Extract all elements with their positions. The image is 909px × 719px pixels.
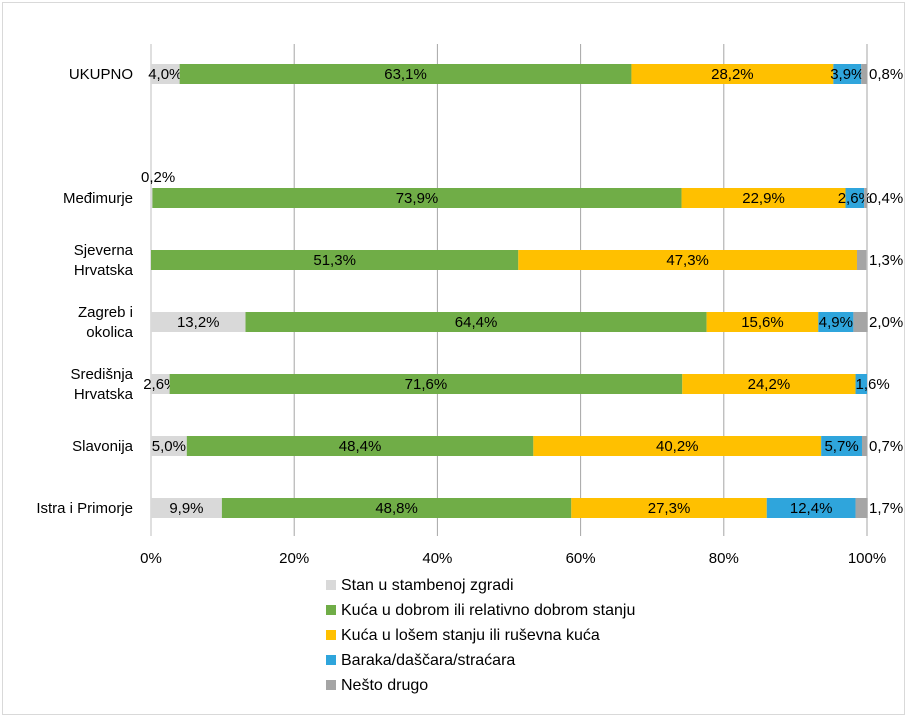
- data-label: 24,2%: [748, 376, 791, 393]
- data-label: 1,7%: [869, 500, 903, 517]
- data-label: 47,3%: [666, 252, 709, 269]
- category-label: Slavonija: [72, 438, 134, 455]
- category-label: Središnja: [70, 366, 133, 383]
- data-label: 13,2%: [177, 314, 220, 331]
- data-label: 4,0%: [148, 66, 182, 83]
- data-label: 5,7%: [824, 438, 858, 455]
- legend-label: Baraka/daščara/straćara: [341, 652, 515, 669]
- data-label: 27,3%: [648, 500, 691, 517]
- bar-segment: [151, 64, 180, 84]
- data-label: 2,0%: [869, 314, 903, 331]
- bar-segment: [845, 188, 865, 208]
- data-label: 64,4%: [455, 314, 498, 331]
- legend-swatch: [326, 580, 336, 590]
- bar-segment: [682, 374, 856, 394]
- legend-label: Stan u stambenoj zgradi: [341, 577, 514, 594]
- bar-segment: [861, 64, 867, 84]
- bar-segment: [681, 188, 846, 208]
- category-label: Hrvatska: [74, 386, 134, 403]
- bar-segment: [861, 436, 867, 456]
- data-label: 48,4%: [339, 438, 382, 455]
- data-label: 1,6%: [856, 376, 890, 393]
- data-label: 48,8%: [375, 500, 418, 517]
- bar-segment: [151, 498, 222, 518]
- bar-segment: [631, 64, 834, 84]
- data-label: 63,1%: [384, 66, 427, 83]
- x-tick-label: 60%: [566, 550, 596, 567]
- data-label: 28,2%: [711, 66, 754, 83]
- bar-segment: [151, 436, 187, 456]
- bar-segment: [706, 312, 819, 332]
- data-label: 0,8%: [869, 66, 903, 83]
- bar-segment: [533, 436, 822, 456]
- bar-segment: [855, 498, 868, 518]
- x-tick-label: 20%: [279, 550, 309, 567]
- bar-segment: [518, 250, 857, 270]
- data-label: 15,6%: [741, 314, 784, 331]
- bar-segment: [856, 250, 867, 270]
- category-label: Zagreb i: [78, 304, 133, 321]
- legend-swatch: [326, 655, 336, 665]
- category-label: Sjeverna: [74, 242, 134, 259]
- legend-swatch: [326, 680, 336, 690]
- bar-segment: [151, 250, 519, 270]
- data-label: 5,0%: [152, 438, 186, 455]
- legend-swatch: [326, 630, 336, 640]
- data-label: 9,9%: [169, 500, 203, 517]
- bar-segment: [766, 498, 856, 518]
- bar-segment: [821, 436, 862, 456]
- bar-segment: [151, 374, 170, 394]
- data-label: 0,7%: [869, 438, 903, 455]
- data-label: 0,4%: [869, 190, 903, 207]
- category-label: Međimurje: [63, 190, 133, 207]
- x-tick-label: 40%: [422, 550, 452, 567]
- x-tick-label: 0%: [140, 550, 162, 567]
- bar-segment: [151, 312, 246, 332]
- bar-segment: [864, 188, 867, 208]
- bar-segment: [245, 312, 707, 332]
- bar-segment: [855, 374, 867, 394]
- bar-segment: [818, 312, 854, 332]
- category-label: Istra i Primorje: [36, 500, 133, 517]
- bar-segment: [833, 64, 862, 84]
- category-label: UKUPNO: [69, 66, 133, 83]
- bar-segment: [151, 188, 153, 208]
- data-label: 2,6%: [838, 190, 872, 207]
- x-tick-label: 100%: [848, 550, 886, 567]
- legend-label: Kuća u dobrom ili relativno dobrom stanj…: [341, 602, 635, 619]
- legend-label: Nešto drugo: [341, 677, 428, 694]
- bar-segment: [169, 374, 683, 394]
- data-label: 73,9%: [396, 190, 439, 207]
- data-label: 4,9%: [819, 314, 853, 331]
- bar-segment: [853, 312, 868, 332]
- bar-segment: [571, 498, 767, 518]
- bar-segment: [152, 188, 682, 208]
- category-label: Hrvatska: [74, 262, 134, 279]
- data-label: 2,6%: [143, 376, 177, 393]
- bar-segment: [221, 498, 572, 518]
- data-label: 51,3%: [313, 252, 356, 269]
- data-label: 0,2%: [141, 169, 175, 186]
- data-label: 71,6%: [405, 376, 448, 393]
- data-label: 3,9%: [830, 66, 864, 83]
- data-label: 40,2%: [656, 438, 699, 455]
- legend-swatch: [326, 605, 336, 615]
- data-label: 1,3%: [869, 252, 903, 269]
- data-label: 22,9%: [742, 190, 785, 207]
- data-label: 12,4%: [790, 500, 833, 517]
- category-label: okolica: [86, 324, 133, 341]
- legend-label: Kuća u lošem stanju ili ruševna kuća: [341, 627, 600, 644]
- bar-segment: [186, 436, 534, 456]
- x-tick-label: 80%: [709, 550, 739, 567]
- bar-segment: [179, 64, 632, 84]
